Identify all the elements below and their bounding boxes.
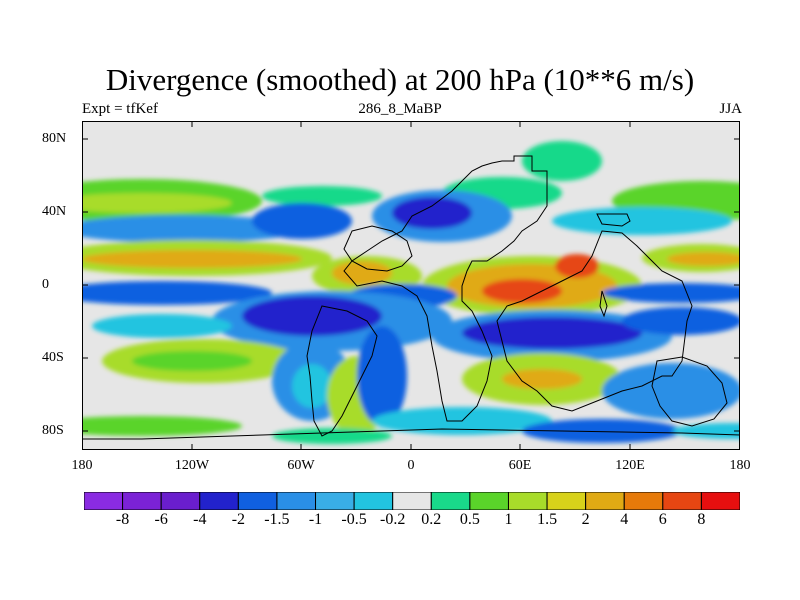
- colorbar-label: 6: [658, 511, 667, 528]
- contour-fields: [82, 141, 740, 444]
- colorbar-label: -0.2: [380, 511, 406, 528]
- colorbar-swatch: [160, 492, 201, 510]
- colorbar-swatch: [585, 492, 625, 510]
- colorbar-label: -1: [308, 511, 323, 528]
- lon-label-120e: 120E: [615, 458, 645, 473]
- colorbar-swatch: [469, 492, 509, 510]
- antarctica-outline: [82, 428, 740, 440]
- lat-label-80n: 80N: [42, 131, 67, 146]
- field-band: [522, 141, 602, 181]
- lon-label-60e: 60E: [508, 458, 532, 473]
- colorbar-swatch: [507, 492, 548, 510]
- colorbar-label: 0.5: [459, 511, 480, 528]
- continent-outlines: [82, 155, 740, 440]
- colorbar-label: -6: [154, 511, 168, 528]
- colorbar-label: 1.5: [537, 511, 558, 528]
- north-america-outline: [343, 225, 413, 272]
- colorbar-swatch: [315, 492, 355, 510]
- colorbar-swatch: [392, 492, 432, 510]
- colorbar-swatch: [623, 492, 664, 510]
- colorbar-swatch: [662, 492, 702, 510]
- lon-label-180e: 180: [729, 458, 751, 473]
- field-band: [132, 351, 252, 371]
- australia-outline: [651, 356, 728, 427]
- divergence-map: [82, 121, 740, 450]
- colorbar-label: 0.2: [421, 511, 442, 528]
- asia-outline: [496, 230, 693, 412]
- field-band: [292, 364, 332, 408]
- field-band: [522, 419, 682, 443]
- season-label: JJA: [719, 101, 742, 117]
- colorbar-swatch: [546, 492, 587, 510]
- field-band: [672, 423, 740, 439]
- colorbar-swatch: [430, 492, 471, 510]
- colorbar-swatch: [700, 492, 740, 510]
- field-band: [602, 283, 740, 303]
- field-band: [392, 197, 472, 229]
- axis-ticks: [82, 121, 740, 450]
- colorbar-swatch: [122, 492, 162, 510]
- colorbar-label: -1.5: [264, 511, 290, 528]
- field-band: [82, 281, 272, 305]
- field-band: [82, 193, 232, 213]
- colorbar: [84, 492, 740, 510]
- lon-label-180w: 180: [71, 458, 93, 473]
- field-band: [555, 254, 599, 278]
- field-band: [82, 416, 242, 436]
- colorbar-swatch: [237, 492, 278, 510]
- island-outline: [596, 213, 631, 227]
- colorbar-label: 8: [697, 511, 706, 528]
- field-band: [552, 207, 732, 235]
- colorbar-label: -2: [231, 511, 246, 528]
- run-label: 286_8_MaBP: [358, 101, 442, 117]
- lat-label-40n: 40N: [42, 204, 67, 219]
- field-band: [82, 250, 302, 268]
- field-band: [622, 307, 740, 335]
- colorbar-label: 1: [504, 511, 513, 528]
- field-band: [482, 279, 562, 303]
- lon-label-60w: 60W: [287, 458, 315, 473]
- lon-label-0: 0: [407, 458, 415, 473]
- field-band: [462, 317, 642, 349]
- colorbar-label: 4: [620, 511, 629, 528]
- field-band: [252, 203, 352, 239]
- colorbar-swatch: [84, 492, 124, 510]
- colorbar-label: 2: [581, 511, 590, 528]
- south-america-outline: [306, 305, 378, 437]
- colorbar-label: -8: [115, 511, 130, 528]
- experiment-label: Expt = tfKef: [82, 101, 158, 117]
- field-band: [242, 296, 382, 336]
- africa-europe-outline: [343, 155, 548, 422]
- field-band: [502, 369, 582, 389]
- lat-label-eq: 0: [42, 277, 49, 292]
- lat-label-40s: 40S: [42, 350, 64, 365]
- field-band: [357, 326, 407, 426]
- field-band: [262, 186, 382, 206]
- field-band: [667, 252, 740, 266]
- colorbar-label: -4: [193, 511, 207, 528]
- colorbar-swatch: [276, 492, 317, 510]
- lon-label-120w: 120W: [174, 458, 210, 473]
- island-outline: [599, 290, 608, 318]
- lat-label-80s: 80S: [42, 423, 64, 438]
- field-band: [82, 215, 302, 243]
- colorbar-swatch: [353, 492, 394, 510]
- field-band: [92, 314, 232, 338]
- colorbar-swatch: [199, 492, 239, 510]
- field-band: [602, 363, 740, 419]
- colorbar-label: -0.5: [341, 511, 367, 528]
- map-title: Divergence (smoothed) at 200 hPa (10**6 …: [105, 62, 695, 97]
